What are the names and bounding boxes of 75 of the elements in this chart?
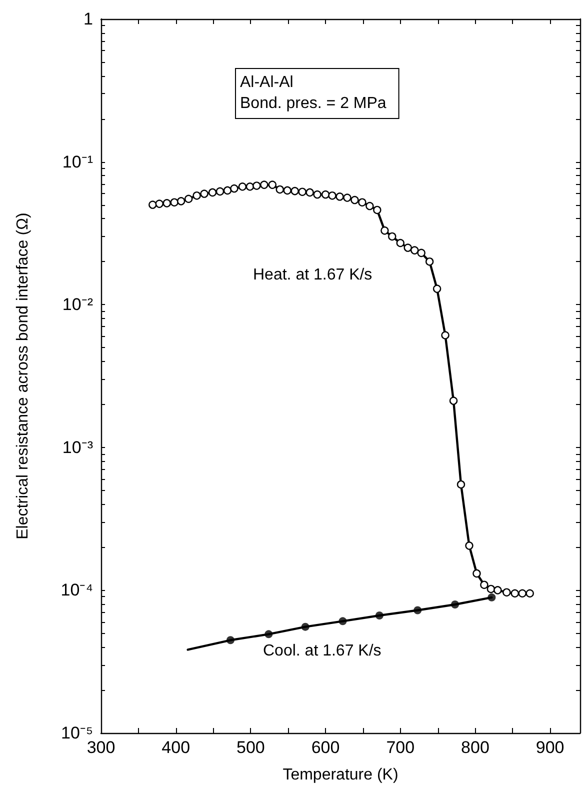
point	[417, 248, 426, 258]
point	[472, 569, 481, 578]
point	[441, 331, 450, 340]
point	[264, 630, 273, 638]
point	[184, 194, 193, 203]
y-axis-title: Electrical resistance across bond interface (Ω)	[14, 212, 32, 540]
y-tick-label: 10⁻⁴	[60, 580, 93, 600]
point	[404, 244, 412, 252]
point	[380, 226, 389, 235]
point	[321, 190, 330, 199]
point	[216, 187, 224, 196]
point	[358, 198, 366, 206]
point	[290, 186, 299, 196]
point	[148, 200, 157, 209]
point	[486, 584, 496, 594]
point	[208, 188, 217, 197]
point	[276, 185, 284, 194]
x-axis-title: Temperature (K)	[282, 766, 398, 784]
point	[451, 600, 460, 609]
point	[226, 636, 234, 644]
point	[298, 188, 306, 196]
point	[449, 396, 458, 405]
point	[268, 180, 276, 189]
point	[246, 182, 254, 191]
point	[155, 200, 164, 208]
point	[238, 182, 247, 191]
y-tick-label: 10⁻¹	[62, 152, 94, 172]
text: Heat. at 1.67 K/s	[253, 266, 372, 284]
point	[366, 202, 374, 210]
point	[350, 196, 359, 204]
annotation: Al-Al-Al Bond. pres. = 2 MPa	[240, 74, 386, 112]
point	[192, 191, 201, 200]
point	[494, 586, 502, 594]
x-tick-label: 600	[311, 738, 340, 757]
x-tick-label: 500	[236, 738, 265, 757]
point	[283, 186, 292, 195]
point	[176, 197, 186, 206]
point	[313, 190, 322, 199]
point	[230, 184, 238, 193]
point	[373, 206, 382, 214]
point	[456, 480, 466, 489]
point	[301, 622, 310, 631]
y-tick-label: 10⁻³	[62, 438, 94, 457]
point	[162, 199, 171, 208]
point	[306, 188, 314, 197]
point	[336, 192, 344, 201]
point	[200, 190, 208, 198]
x-tick-label: 700	[386, 738, 415, 757]
point	[518, 589, 526, 598]
x-tick-label: 800	[461, 738, 490, 757]
point	[396, 238, 404, 248]
point	[502, 588, 511, 596]
point	[480, 580, 488, 589]
point	[432, 284, 442, 293]
point	[343, 194, 352, 202]
point	[338, 617, 347, 626]
y-tick-label: 10⁻²	[62, 295, 94, 314]
x-tick-label: 400	[162, 738, 190, 757]
point	[488, 593, 496, 602]
y-tick-label: 1	[84, 10, 93, 28]
point	[388, 232, 396, 241]
point	[414, 606, 422, 614]
point	[510, 589, 519, 598]
point	[410, 246, 419, 254]
point	[170, 198, 178, 206]
point	[223, 186, 232, 195]
x-tick-label: 900	[536, 738, 564, 757]
point	[526, 589, 534, 598]
point	[425, 258, 434, 266]
point	[328, 191, 336, 200]
point	[252, 182, 261, 190]
point	[375, 612, 384, 620]
point	[260, 180, 268, 189]
series-label: Cool. at 1.67 K/s	[263, 642, 382, 660]
point	[465, 542, 474, 550]
